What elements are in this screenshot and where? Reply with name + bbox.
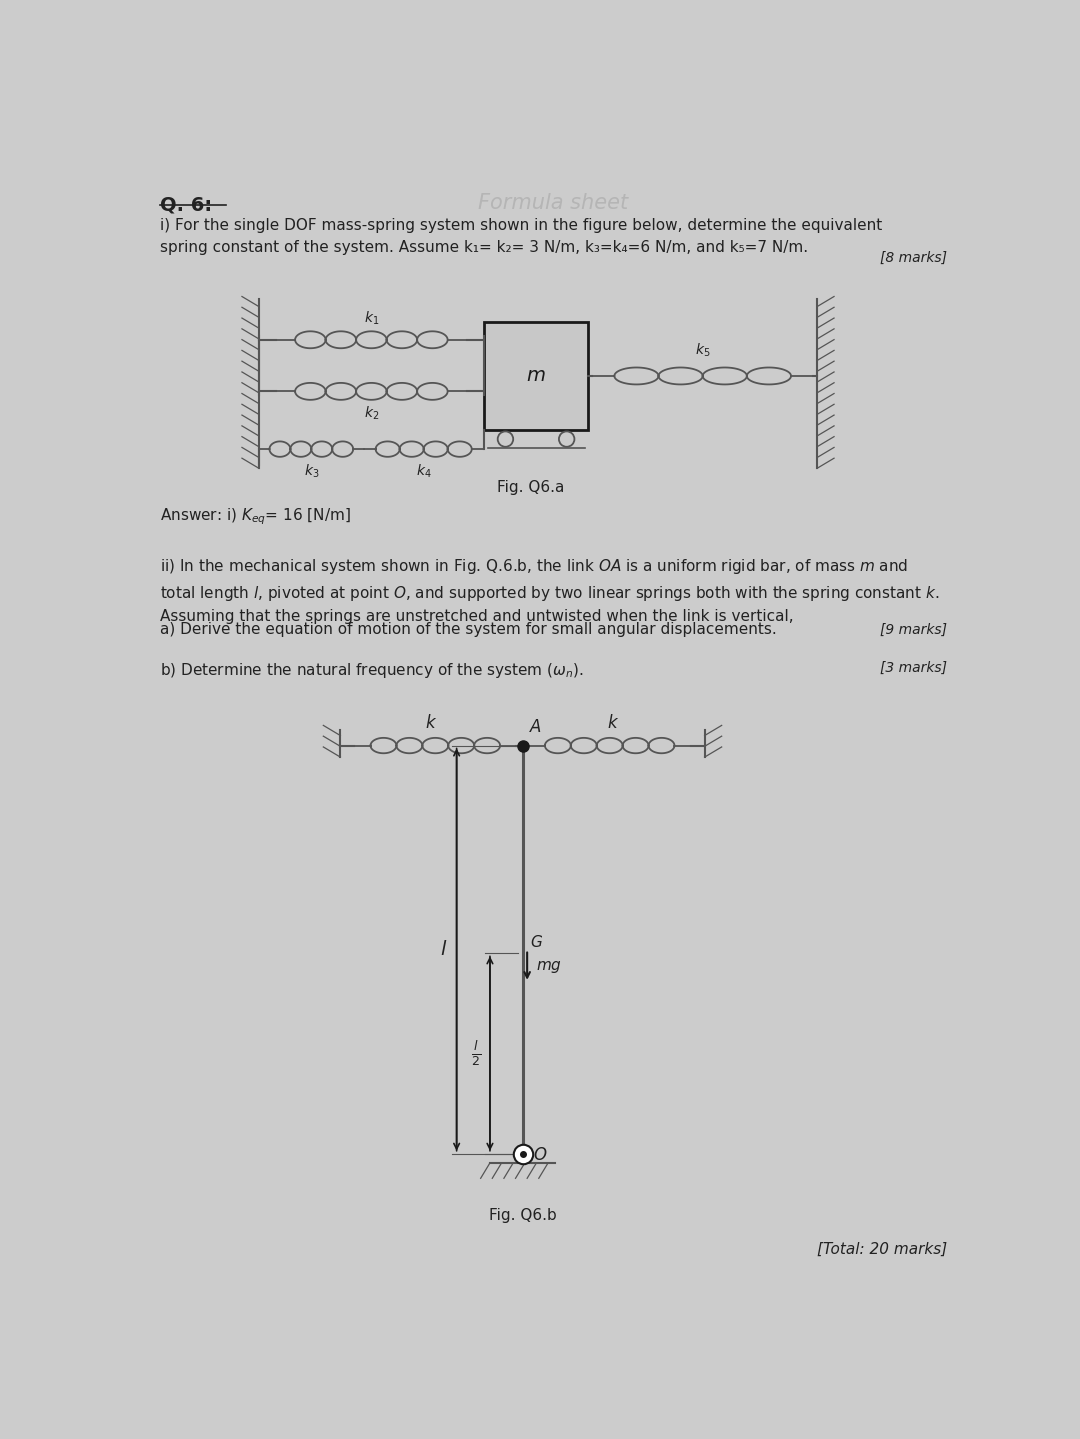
Text: $k_5$: $k_5$ xyxy=(694,341,711,358)
Text: i) For the single DOF mass-spring system shown in the figure below, determine th: i) For the single DOF mass-spring system… xyxy=(160,219,882,255)
Text: $A$: $A$ xyxy=(529,718,542,737)
Text: [3 marks]: [3 marks] xyxy=(880,661,947,675)
Text: $mg$: $mg$ xyxy=(537,960,563,976)
Text: $G$: $G$ xyxy=(530,934,543,950)
Text: $m$: $m$ xyxy=(526,367,545,386)
Text: Fig. Q6.a: Fig. Q6.a xyxy=(497,481,564,495)
Text: $l$: $l$ xyxy=(440,940,447,960)
Text: Q. 6:: Q. 6: xyxy=(160,196,212,214)
Text: [8 marks]: [8 marks] xyxy=(880,250,947,265)
Text: a) Derive the equation of motion of the system for small angular displacements.: a) Derive the equation of motion of the … xyxy=(160,622,777,637)
Text: Formula sheet: Formula sheet xyxy=(478,193,629,213)
Text: b) Determine the natural frequency of the system ($\omega_n$).: b) Determine the natural frequency of th… xyxy=(160,661,583,679)
Text: $k_4$: $k_4$ xyxy=(416,462,432,479)
Text: Fig. Q6.b: Fig. Q6.b xyxy=(488,1207,556,1223)
Text: [9 marks]: [9 marks] xyxy=(880,622,947,636)
Text: $k_1$: $k_1$ xyxy=(364,309,379,327)
Text: $k$: $k$ xyxy=(607,714,620,731)
Text: ii) In the mechanical system shown in Fig. Q.6.b, the link $OA$ is a uniform rig: ii) In the mechanical system shown in Fi… xyxy=(160,557,940,625)
Text: [Total: 20 marks]: [Total: 20 marks] xyxy=(816,1242,947,1258)
Text: $O$: $O$ xyxy=(534,1147,548,1164)
Bar xyxy=(484,322,589,430)
Text: $k$: $k$ xyxy=(426,714,437,731)
Text: $k_2$: $k_2$ xyxy=(364,404,379,422)
Text: $k_3$: $k_3$ xyxy=(303,462,319,479)
Text: $\frac{l}{2}$: $\frac{l}{2}$ xyxy=(471,1039,481,1068)
Text: Answer: i) $K_{eq}$= 16 [N/m]: Answer: i) $K_{eq}$= 16 [N/m] xyxy=(160,507,351,528)
